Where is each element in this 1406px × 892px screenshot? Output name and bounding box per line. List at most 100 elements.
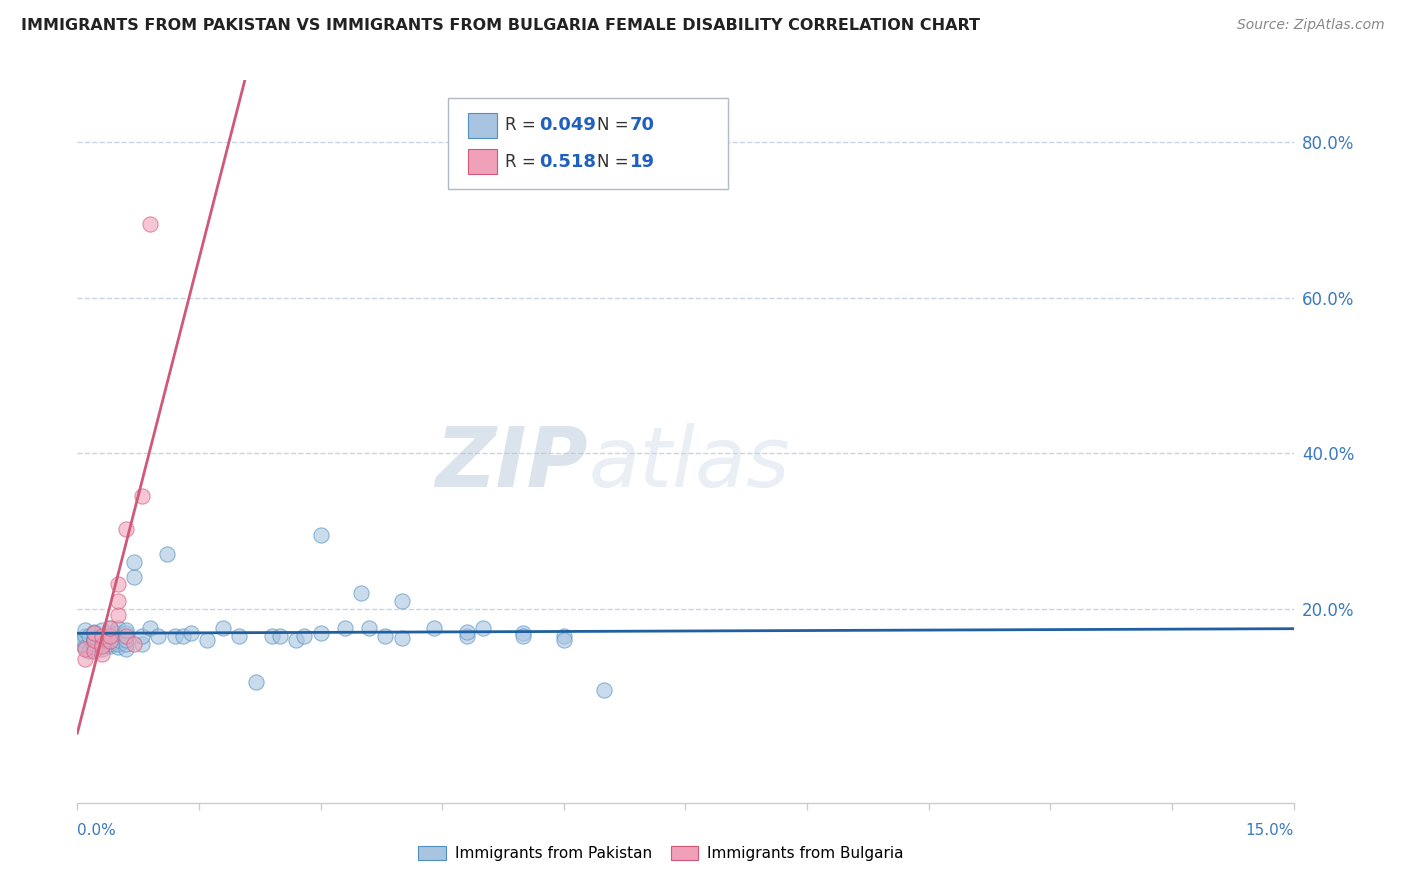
Point	[350, 586, 373, 600]
Point	[131, 489, 153, 503]
Point	[107, 594, 129, 608]
Point	[83, 626, 105, 640]
Point	[107, 626, 129, 640]
Point	[98, 639, 121, 653]
Point	[423, 621, 446, 635]
Point	[98, 634, 121, 648]
Point	[83, 640, 105, 655]
Point	[122, 636, 145, 650]
Point	[155, 547, 177, 561]
Text: ZIP: ZIP	[436, 423, 588, 504]
Point	[90, 636, 112, 650]
Text: Source: ZipAtlas.com: Source: ZipAtlas.com	[1237, 18, 1385, 32]
Point	[107, 621, 129, 635]
Point	[98, 621, 121, 635]
Point	[269, 629, 291, 643]
Point	[79, 644, 101, 658]
Point	[107, 607, 129, 622]
Point	[292, 629, 315, 643]
Point	[212, 621, 235, 635]
Point	[245, 675, 267, 690]
Text: 19: 19	[630, 153, 654, 170]
Point	[512, 626, 534, 640]
Point	[90, 639, 112, 653]
Point	[83, 636, 105, 650]
Point	[98, 626, 121, 640]
Text: N =: N =	[596, 116, 628, 134]
Point	[309, 528, 332, 542]
Point	[391, 631, 413, 645]
Point	[122, 570, 145, 584]
Text: 0.0%: 0.0%	[77, 823, 117, 838]
Point	[83, 631, 105, 645]
Point	[83, 632, 105, 647]
Point	[285, 632, 308, 647]
Point	[122, 555, 145, 569]
Point	[79, 629, 101, 643]
Point	[98, 636, 121, 650]
Point	[98, 621, 121, 635]
Point	[90, 647, 112, 661]
Point	[90, 629, 112, 643]
Point	[512, 629, 534, 643]
Point	[139, 217, 162, 231]
Point	[131, 629, 153, 643]
Point	[83, 626, 105, 640]
Point	[553, 629, 575, 643]
Point	[228, 629, 250, 643]
Point	[195, 632, 218, 647]
Text: R =: R =	[505, 153, 536, 170]
Point	[163, 629, 186, 643]
Point	[90, 629, 112, 643]
Point	[115, 624, 138, 638]
Point	[553, 632, 575, 647]
Point	[72, 632, 94, 647]
Point	[90, 642, 112, 657]
Point	[98, 632, 121, 647]
Point	[593, 683, 616, 698]
Text: 0.049: 0.049	[540, 116, 596, 134]
Point	[115, 522, 138, 536]
Legend: Immigrants from Pakistan, Immigrants from Bulgaria: Immigrants from Pakistan, Immigrants fro…	[412, 840, 910, 867]
Point	[309, 626, 332, 640]
Point	[359, 621, 381, 635]
Point	[131, 636, 153, 650]
Text: 0.518: 0.518	[540, 153, 596, 170]
Point	[83, 624, 105, 639]
Point	[180, 626, 202, 640]
Point	[391, 594, 413, 608]
FancyBboxPatch shape	[468, 150, 496, 174]
Point	[456, 624, 478, 639]
Text: IMMIGRANTS FROM PAKISTAN VS IMMIGRANTS FROM BULGARIA FEMALE DISABILITY CORRELATI: IMMIGRANTS FROM PAKISTAN VS IMMIGRANTS F…	[21, 18, 980, 33]
Point	[83, 644, 105, 658]
Point	[70, 636, 93, 650]
Point	[107, 640, 129, 655]
Point	[83, 632, 105, 647]
Point	[75, 652, 97, 666]
Point	[148, 629, 170, 643]
Text: R =: R =	[505, 116, 536, 134]
Text: N =: N =	[596, 153, 628, 170]
Point	[471, 621, 494, 635]
Text: atlas: atlas	[588, 423, 790, 504]
Point	[115, 629, 138, 643]
Point	[107, 630, 129, 644]
Point	[115, 626, 138, 640]
Point	[115, 642, 138, 657]
Text: 70: 70	[630, 116, 654, 134]
Point	[75, 642, 97, 657]
Point	[456, 629, 478, 643]
FancyBboxPatch shape	[449, 98, 728, 189]
Point	[90, 634, 112, 648]
Point	[90, 624, 112, 638]
Point	[115, 636, 138, 650]
Point	[107, 632, 129, 647]
Point	[172, 629, 194, 643]
Point	[139, 621, 162, 635]
Point	[260, 629, 283, 643]
Point	[75, 629, 97, 643]
Point	[98, 629, 121, 643]
Point	[107, 636, 129, 650]
Text: 15.0%: 15.0%	[1246, 823, 1294, 838]
Point	[333, 621, 356, 635]
